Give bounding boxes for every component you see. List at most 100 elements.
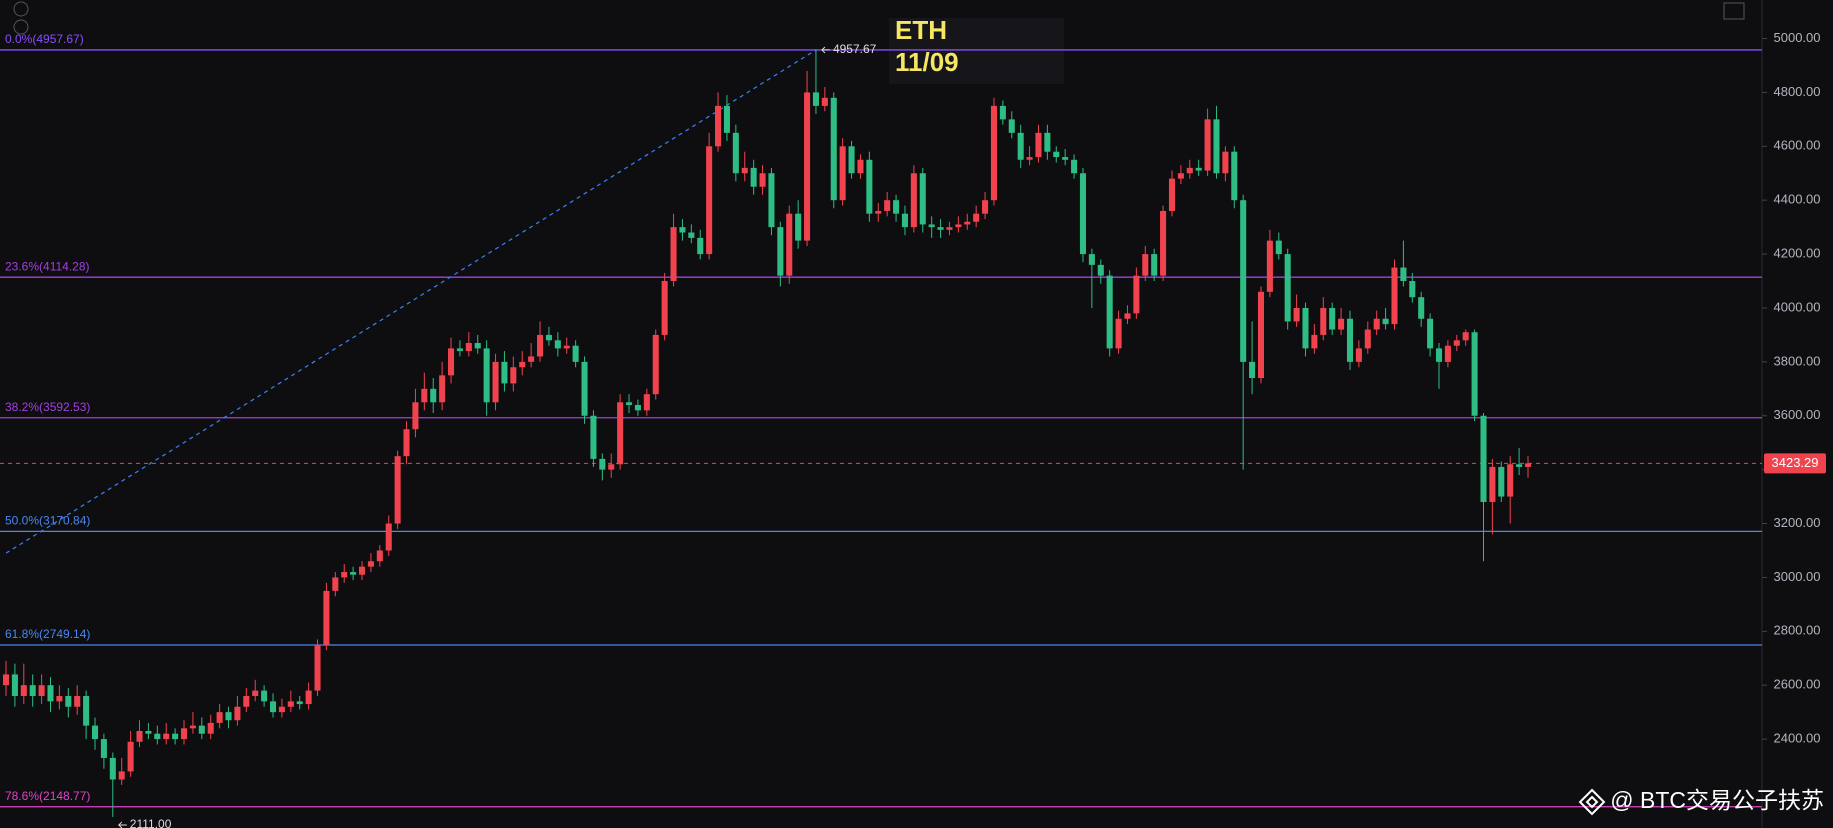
candle-body <box>990 105 997 201</box>
candle-body <box>652 334 659 395</box>
candle-body <box>1516 464 1523 467</box>
candle-body <box>634 404 641 411</box>
candle-body <box>376 550 383 562</box>
candle-body <box>385 523 392 551</box>
candle-body <box>537 334 544 357</box>
last-price-box <box>1764 453 1826 474</box>
candle-body <box>1524 463 1532 467</box>
candle-body <box>163 733 170 740</box>
candle-body <box>581 361 588 416</box>
y-tick-label: 3200.00 <box>1774 515 1821 530</box>
level-label: 50.0%(3170.84) <box>5 514 90 528</box>
candle-body <box>207 722 214 734</box>
y-tick-label: 2400.00 <box>1774 731 1821 746</box>
candle-body <box>1480 415 1487 502</box>
extreme-arrow <box>118 821 127 828</box>
level-label: 78.6%(2148.77) <box>5 789 90 803</box>
candle-body <box>1222 151 1229 174</box>
candle-body <box>626 402 633 405</box>
candle-body <box>804 92 811 241</box>
candle-body <box>394 456 401 524</box>
candle-body <box>180 728 188 740</box>
candle-body <box>198 725 205 734</box>
candle-body <box>777 227 784 276</box>
watermark-icon <box>1578 788 1606 816</box>
candle-body <box>1257 291 1265 379</box>
candle-body <box>136 731 143 742</box>
candle-body <box>118 771 125 780</box>
candle-body <box>510 367 517 384</box>
candle-body <box>964 221 971 225</box>
candle-body <box>946 227 953 230</box>
trend-line <box>5 49 817 554</box>
level-label: 61.8%(2749.14) <box>5 627 90 641</box>
candle-body <box>1053 151 1060 158</box>
candle-body <box>741 167 748 174</box>
candle-body <box>287 701 294 707</box>
nav-icon[interactable] <box>13 19 29 35</box>
candle-body <box>403 429 410 457</box>
candle-body <box>305 690 312 705</box>
candle-body <box>421 388 428 403</box>
candle-body <box>1017 132 1024 160</box>
candle-body <box>1284 254 1291 322</box>
candle-body <box>261 690 268 702</box>
candle-body <box>465 343 472 352</box>
candle-body <box>358 566 366 575</box>
candle-body <box>1382 318 1389 325</box>
candle-body <box>252 690 259 696</box>
y-tick-label: 4200.00 <box>1774 246 1821 261</box>
candle-body <box>1168 178 1176 211</box>
candle-body <box>1177 173 1184 179</box>
y-tick-label: 3800.00 <box>1774 353 1821 368</box>
chart-title: ETH <box>895 15 947 45</box>
candle-body <box>341 572 348 578</box>
candle-body <box>759 173 766 187</box>
candle-body <box>234 706 241 721</box>
level-label: 0.0%(4957.67) <box>5 32 84 46</box>
candle-body <box>866 159 873 214</box>
candle-body <box>1124 313 1131 319</box>
extreme-label: 4957.67 <box>833 42 877 56</box>
candle-body <box>172 733 179 740</box>
nav-icon[interactable] <box>13 1 29 17</box>
candle-body <box>29 685 36 696</box>
y-tick-label: 4000.00 <box>1774 299 1821 314</box>
candle-body <box>1186 167 1193 174</box>
candle-body <box>1062 157 1069 160</box>
candle-body <box>786 213 793 276</box>
candle-body <box>1044 132 1051 152</box>
candle-body <box>1160 210 1167 276</box>
candle-body <box>1373 318 1380 330</box>
candle-body <box>937 227 944 230</box>
candle-body <box>412 402 419 430</box>
candle-body <box>1498 466 1505 497</box>
candle-body <box>1071 159 1078 174</box>
candle-body <box>723 105 730 133</box>
candle-body <box>501 361 508 384</box>
y-tick-label: 2800.00 <box>1774 623 1821 638</box>
candle-body <box>768 173 775 228</box>
candle-body <box>563 345 570 349</box>
candle-body <box>893 200 900 214</box>
candle-body <box>314 644 321 691</box>
candle-body <box>955 224 962 228</box>
candle-body <box>554 340 561 349</box>
candle-body <box>1151 254 1158 276</box>
candle-body <box>216 712 223 723</box>
candle-body <box>1293 307 1300 322</box>
last-price-label: 3423.29 <box>1772 455 1819 470</box>
candle-body <box>599 458 606 470</box>
candle-body <box>1302 307 1309 349</box>
y-tick-label: 5000.00 <box>1774 30 1821 45</box>
candle-body <box>367 561 374 567</box>
candle-body <box>643 394 650 411</box>
candle-body <box>350 572 357 575</box>
candle-body <box>1409 281 1416 298</box>
candle-body <box>1338 318 1345 330</box>
candle-body <box>56 695 63 702</box>
screen-icon[interactable] <box>1723 2 1745 20</box>
y-tick-label: 4400.00 <box>1774 192 1821 207</box>
